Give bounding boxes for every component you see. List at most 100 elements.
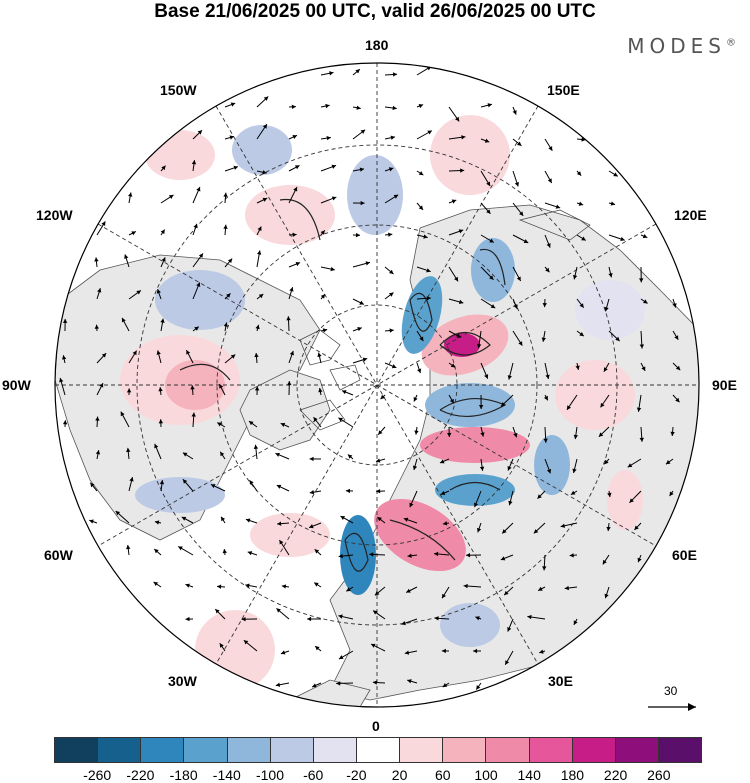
wind-vector-head — [287, 381, 292, 386]
colorbar-swatch — [529, 738, 573, 762]
wind-vector-head — [489, 275, 494, 280]
wind-vector-head — [219, 643, 224, 648]
wind-vector-head — [198, 253, 203, 258]
wind-vector-head — [373, 610, 378, 615]
wind-scale-arrow — [648, 703, 696, 711]
wind-vector-head — [281, 584, 287, 589]
wind-vector-head — [230, 102, 236, 107]
wind-vector-head — [129, 477, 134, 482]
wind-vector-head — [136, 290, 141, 295]
wind-vector-head — [560, 523, 566, 528]
wind-vector-head — [569, 553, 574, 558]
wind-vector-head — [158, 387, 163, 392]
wind-vector-head — [543, 395, 548, 401]
negative-anomaly — [471, 238, 515, 302]
wind-vector-head — [388, 167, 394, 172]
wind-vector-head — [576, 171, 582, 176]
negative-anomaly — [347, 155, 403, 235]
wind-vector-head — [484, 374, 489, 379]
wind-vector-head — [639, 344, 645, 349]
wind-vector-head — [451, 199, 457, 204]
wind-vector-head — [263, 96, 269, 101]
wind-vector-head — [196, 282, 201, 287]
wind-vector-head — [607, 492, 612, 498]
wind-vector-head — [555, 204, 561, 209]
wind-vector-head — [185, 616, 190, 622]
wind-vector-head — [480, 432, 485, 437]
wind-vector-head — [388, 232, 393, 237]
wind-vector-head — [519, 211, 524, 216]
wind-vector-head — [257, 226, 262, 232]
wind-vector-head — [95, 416, 100, 421]
wind-vector-head — [380, 394, 385, 400]
wind-vector-head — [603, 367, 608, 372]
wind-vector-head — [230, 354, 236, 359]
wind-vector-head — [241, 616, 246, 622]
wind-vector-head — [347, 454, 353, 459]
wind-vector-head — [217, 584, 222, 589]
wind-vector-head — [346, 587, 351, 592]
wind-vector-head — [309, 456, 314, 462]
colorbar-tick-label: -60 — [303, 767, 324, 783]
wind-vector-head — [570, 490, 576, 495]
wind-vector-head — [322, 328, 328, 333]
wind-vector-head — [194, 326, 199, 331]
wind-vector-head — [227, 258, 233, 264]
wind-vector-head — [320, 230, 325, 235]
wind-vector-head — [120, 411, 125, 417]
wind-vector-head — [191, 412, 196, 417]
wind-vector-head — [375, 458, 381, 463]
lon-label-120e: 120E — [674, 207, 707, 223]
wind-vector-head — [418, 103, 424, 109]
wind-vector-head — [542, 303, 547, 308]
latitude-circle — [216, 224, 538, 546]
wind-vector-head — [392, 105, 397, 111]
colorbar-tick-label: 180 — [560, 767, 585, 783]
wind-vector-head — [505, 660, 510, 665]
wind-vector-head — [222, 549, 227, 554]
wind-vector-head — [486, 209, 491, 214]
wind-vector-head — [90, 482, 95, 488]
colorbar-swatch — [141, 738, 185, 762]
wind-vector-head — [280, 650, 286, 655]
wind-vector-head — [513, 304, 518, 309]
wind-vector-head — [675, 397, 680, 403]
wind-vector-head — [292, 232, 297, 237]
wind-vector-head — [243, 640, 249, 645]
wind-vector-head — [500, 556, 506, 561]
wind-vector-head — [578, 201, 584, 206]
wind-vector-head — [426, 268, 431, 273]
wind-vector-head — [101, 353, 107, 358]
wind-vector-head — [426, 296, 431, 301]
wind-vector-head — [360, 200, 365, 206]
wind-vector-head — [412, 465, 418, 470]
wind-vector-head — [248, 421, 254, 426]
wind-vector-head — [293, 187, 298, 192]
contour-line — [179, 363, 231, 381]
negative-anomaly — [425, 383, 515, 427]
wind-vector-head — [182, 452, 188, 457]
wind-vector-head — [247, 551, 253, 556]
wind-vector-head — [371, 643, 376, 648]
wind-vector-head — [620, 236, 625, 242]
colorbar-tick-label: -180 — [169, 767, 198, 783]
wind-vector-head — [309, 524, 314, 529]
wind-vector-head — [223, 192, 228, 197]
wind-vector-head — [447, 432, 452, 437]
colorbar-swatch — [270, 738, 314, 762]
wind-vector-head — [547, 178, 552, 183]
wind-vector-head — [670, 431, 675, 436]
wind-vector-head — [330, 266, 335, 272]
wind-vector-head — [575, 365, 580, 370]
contour-lines — [179, 198, 507, 572]
wind-vector-head — [181, 516, 187, 521]
wind-vector-head — [672, 303, 677, 308]
wind-vector-head — [581, 236, 586, 241]
wind-vector-head — [604, 593, 609, 599]
wind-vector-head — [315, 646, 320, 651]
wind-vector-head — [406, 588, 411, 593]
wind-vector-head — [458, 299, 464, 305]
wind-vector-head — [220, 451, 225, 457]
wind-vector-head — [501, 402, 506, 407]
wind-vector-head — [613, 172, 618, 177]
